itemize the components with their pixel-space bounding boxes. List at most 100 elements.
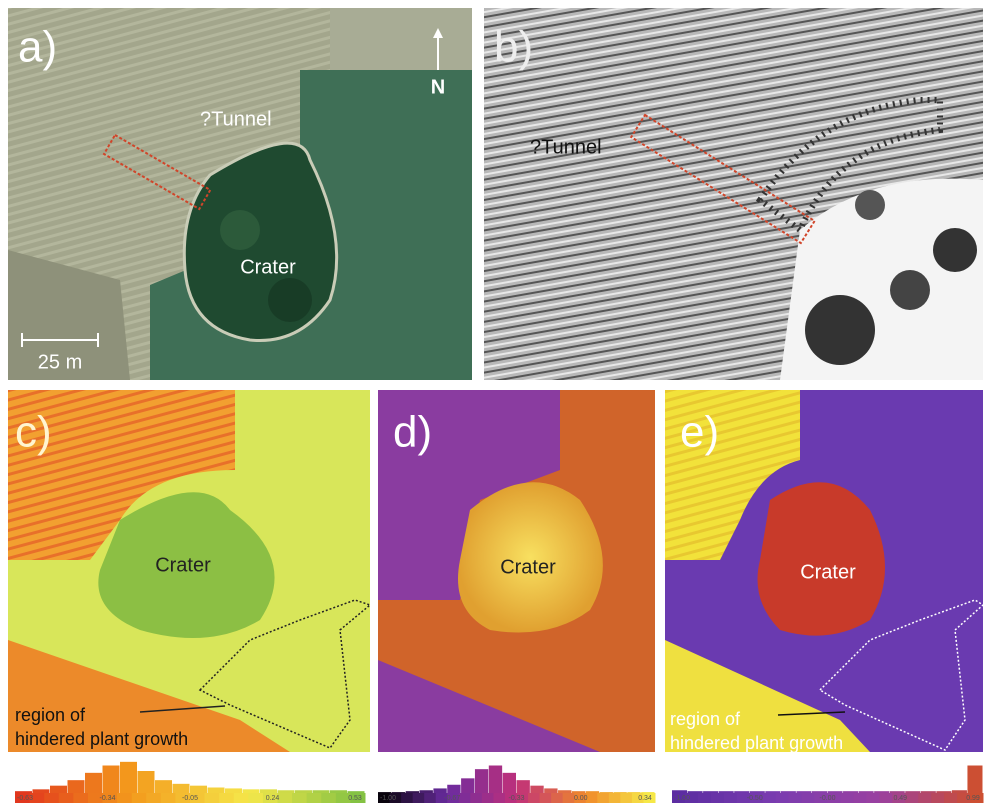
histogram-bar — [15, 791, 32, 793]
panel-d-image — [378, 390, 655, 752]
histogram-bar — [734, 791, 750, 793]
histogram-bar — [419, 790, 433, 793]
histogram-bar — [516, 780, 530, 793]
colorbar — [292, 793, 308, 803]
colorbar — [350, 793, 366, 803]
histogram-bar — [391, 792, 406, 793]
histogram-bar — [641, 792, 655, 793]
colorbar — [970, 793, 984, 803]
histogram-bar — [260, 789, 277, 793]
panel-c-image — [8, 390, 370, 752]
colorbar — [944, 793, 958, 803]
histogram-bar — [796, 791, 812, 793]
colorbar — [321, 793, 337, 803]
histogram-bar — [780, 791, 796, 793]
histogram-bar — [277, 790, 295, 793]
histogram-bar — [811, 791, 827, 793]
colorbar — [58, 793, 74, 803]
colorbar — [723, 793, 738, 803]
colorbar — [892, 793, 906, 803]
colorbar — [435, 793, 448, 803]
histogram-bar — [488, 765, 503, 793]
histogram-bar — [718, 791, 734, 793]
histogram-bar — [687, 791, 703, 793]
tick-label: 0.24 — [266, 795, 280, 802]
histogram-bar — [190, 785, 207, 793]
tick-label: -0.63 — [17, 795, 33, 802]
colorbar — [87, 793, 103, 803]
colorbar — [710, 793, 725, 803]
histogram-bar — [225, 788, 242, 793]
region-label: hindered plant growth — [670, 733, 843, 753]
histogram-bar — [613, 792, 627, 793]
histogram-bar — [585, 791, 600, 793]
tick-label: -0.05 — [182, 795, 198, 802]
histogram-bar — [32, 789, 50, 793]
scale-label: 25 m — [38, 351, 82, 373]
region-label: region of — [670, 709, 741, 729]
colorbar — [146, 793, 162, 803]
colorbar — [470, 793, 483, 803]
histogram-bar — [207, 787, 225, 793]
region-label: hindered plant growth — [15, 729, 188, 749]
histogram-bar — [951, 790, 967, 793]
histogram-bar — [749, 791, 765, 793]
tick-label: 0.49 — [893, 795, 907, 802]
histogram-bar — [120, 761, 137, 793]
tick-label: -1.00 — [380, 795, 396, 802]
colorbar — [608, 793, 621, 803]
histogram-bar — [295, 790, 312, 793]
colorbar — [684, 793, 699, 803]
colorbar — [262, 793, 278, 803]
tick-label: -0.34 — [100, 795, 116, 802]
crater-label: Crater — [500, 556, 556, 578]
colorbar — [516, 793, 529, 803]
colorbar — [29, 793, 45, 803]
histogram-bar — [502, 772, 516, 793]
histogram-bar — [703, 791, 719, 793]
tunnel-label: ?Tunnel — [200, 108, 272, 130]
histogram-bar — [405, 791, 420, 793]
histogram-bar — [858, 791, 874, 793]
colorbar — [117, 793, 133, 803]
colorbar — [866, 793, 880, 803]
tick-label: -0.00 — [820, 795, 836, 802]
histogram-bar — [765, 791, 781, 793]
panel-label: a) — [18, 23, 57, 72]
tick-label: 0.34 — [638, 795, 652, 802]
colorbar — [620, 793, 633, 803]
colorbar — [73, 793, 89, 803]
colorbar — [672, 793, 686, 803]
colorbar — [44, 793, 60, 803]
panel-label: e) — [680, 408, 719, 457]
panel-label: c) — [15, 408, 52, 457]
histogram-bar — [155, 780, 172, 793]
colorbar — [749, 793, 764, 803]
colorbar — [493, 793, 506, 803]
colorbar — [788, 793, 803, 803]
histogram-bar — [843, 791, 859, 793]
colorbar — [160, 793, 176, 803]
colorbar — [131, 793, 147, 803]
colorbar — [219, 793, 235, 803]
colorbar — [814, 793, 828, 803]
colorbar — [233, 793, 249, 803]
colorbar — [957, 793, 971, 803]
panel-label: d) — [393, 408, 432, 457]
histogram-bar — [571, 791, 586, 793]
histogram-bar — [889, 791, 905, 793]
colorbar — [801, 793, 816, 803]
colorbar — [15, 793, 31, 803]
colorbar — [762, 793, 777, 803]
histogram-bar — [447, 784, 461, 793]
colorbar — [775, 793, 790, 803]
histogram-bar — [936, 791, 952, 793]
histogram-bar — [920, 791, 936, 793]
crater-label: Crater — [155, 554, 211, 576]
colorbar — [697, 793, 712, 803]
colorbar — [306, 793, 322, 803]
histogram-bar — [242, 789, 260, 793]
histogram-bar — [172, 783, 190, 793]
histogram-bar — [85, 772, 102, 793]
